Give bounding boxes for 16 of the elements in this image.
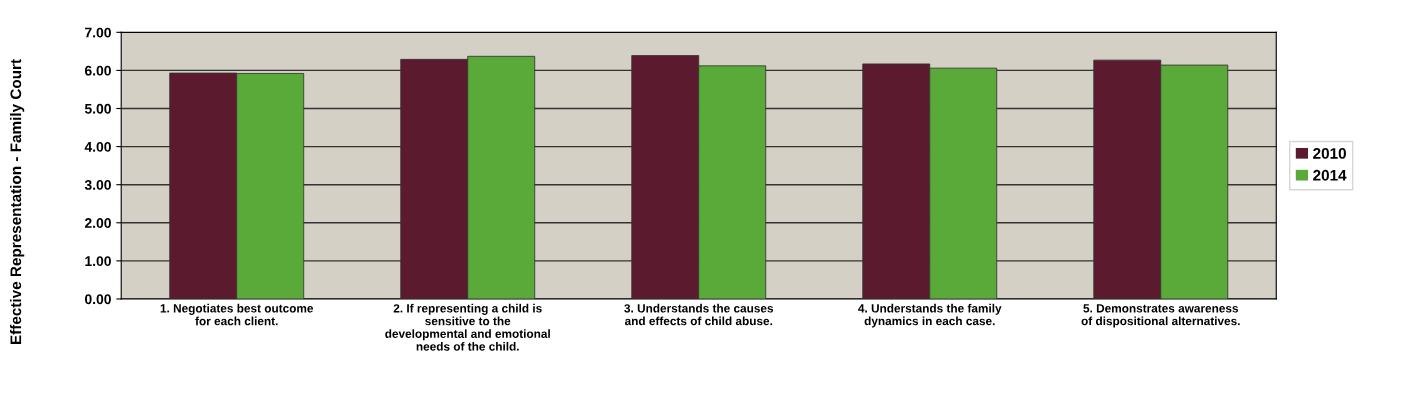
x-tick-label: 5. Demonstrates awareness of dispositional alternatives.	[1081, 304, 1240, 328]
y-tick-label: 7.00	[85, 27, 111, 38]
y-tick-label: 0.00	[85, 294, 111, 305]
y-tick-label: 6.00	[84, 65, 111, 76]
x-tick-label: 3. Understands the causes and effects of child abuse.	[624, 303, 774, 326]
x-tick-label: 1. Negotiates best outcome for each client.	[160, 303, 314, 326]
y-axis-title: Effective Representation - Family Court	[9, 59, 25, 345]
y-tick-label: 1.00	[85, 256, 111, 267]
y-tick-label: 3.00	[84, 180, 111, 190]
x-tick-label: 4. Understands the family dynamics in each case.	[858, 303, 1002, 328]
legend-label: 2010	[1313, 147, 1346, 159]
y-tick-label: 5.00	[84, 103, 111, 114]
x-tick-label: 2. If representing a child is sensitive to the developmental and emotional needs of the child.	[385, 303, 550, 351]
legend-label: 2014	[1313, 169, 1347, 181]
y-tick-label: 4.00	[84, 141, 111, 152]
y-tick-label: 2.00	[84, 218, 111, 228]
